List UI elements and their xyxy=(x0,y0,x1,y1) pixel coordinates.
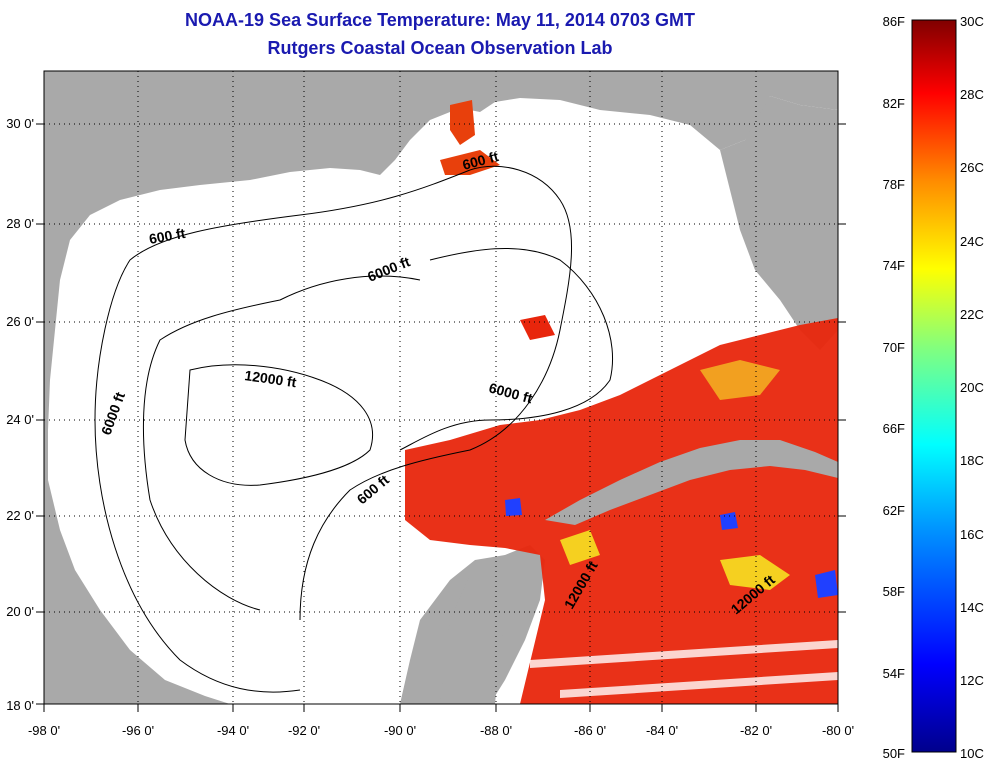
map-title: NOAA-19 Sea Surface Temperature: May 11,… xyxy=(185,10,695,30)
tick-marks xyxy=(36,123,846,712)
bathymetry-contours xyxy=(94,165,614,693)
x-tick-label: -92 0' xyxy=(288,723,320,738)
y-tick-label: 30 0' xyxy=(6,116,34,131)
colorbar-f-label: 70F xyxy=(883,340,905,355)
colorbar-c-label: 30C xyxy=(960,14,984,29)
colorbar-c-label: 24C xyxy=(960,234,984,249)
colorbar-f-label: 86F xyxy=(883,14,905,29)
colorbar-f-label: 62F xyxy=(883,503,905,518)
y-tick-label: 26 0' xyxy=(6,314,34,329)
colorbar-c-label: 22C xyxy=(960,307,984,322)
x-tick-label: -98 0' xyxy=(28,723,60,738)
sst-patch-louisiana xyxy=(450,100,475,145)
colorbar-c-label: 20C xyxy=(960,380,984,395)
colorbar-c-label: 26C xyxy=(960,160,984,175)
x-tick-label: -80 0' xyxy=(822,723,854,738)
contour-label: 600 ft xyxy=(148,225,187,247)
plot-frame xyxy=(43,70,839,705)
colorbar-c-label: 10C xyxy=(960,746,984,761)
colorbar xyxy=(911,19,957,753)
colorbar-c-label: 16C xyxy=(960,527,984,542)
y-tick-label: 18 0' xyxy=(6,698,34,713)
grid xyxy=(44,71,838,704)
map-subtitle: Rutgers Coastal Ocean Observation Lab xyxy=(267,38,613,58)
y-tick-label: 22 0' xyxy=(6,508,34,523)
x-tick-label: -84 0' xyxy=(646,723,678,738)
colorbar-fahrenheit-labels: 86F 82F 78F 74F 70F 66F 62F 58F 54F 50F xyxy=(883,14,905,761)
colorbar-f-label: 74F xyxy=(883,258,905,273)
y-tick-label: 28 0' xyxy=(6,216,34,231)
land-florida xyxy=(720,96,838,350)
y-tick-label: 20 0' xyxy=(6,604,34,619)
x-axis-labels: -98 0' -96 0' -94 0' -92 0' -90 0' -88 0… xyxy=(28,723,854,738)
colorbar-c-label: 28C xyxy=(960,87,984,102)
land-north xyxy=(44,71,838,704)
y-axis-labels: 30 0' 28 0' 26 0' 24 0' 22 0' 20 0' 18 0… xyxy=(6,116,34,713)
x-tick-label: -86 0' xyxy=(574,723,606,738)
y-tick-label: 24 0' xyxy=(6,412,34,427)
x-tick-label: -88 0' xyxy=(480,723,512,738)
colorbar-c-label: 18C xyxy=(960,453,984,468)
colorbar-f-label: 82F xyxy=(883,96,905,111)
colorbar-f-label: 54F xyxy=(883,666,905,681)
contour-label: 12000 ft xyxy=(244,367,298,390)
colorbar-f-label: 50F xyxy=(883,746,905,761)
colorbar-f-label: 58F xyxy=(883,584,905,599)
x-tick-label: -96 0' xyxy=(122,723,154,738)
x-tick-label: -94 0' xyxy=(217,723,249,738)
sst-warm-region xyxy=(405,318,838,704)
x-tick-label: -82 0' xyxy=(740,723,772,738)
colorbar-f-label: 66F xyxy=(883,421,905,436)
x-tick-label: -90 0' xyxy=(384,723,416,738)
colorbar-c-label: 14C xyxy=(960,600,984,615)
colorbar-celsius-labels: 30C 28C 26C 24C 22C 20C 18C 16C 14C 12C … xyxy=(960,14,984,761)
colorbar-f-label: 78F xyxy=(883,177,905,192)
colorbar-c-label: 12C xyxy=(960,673,984,688)
